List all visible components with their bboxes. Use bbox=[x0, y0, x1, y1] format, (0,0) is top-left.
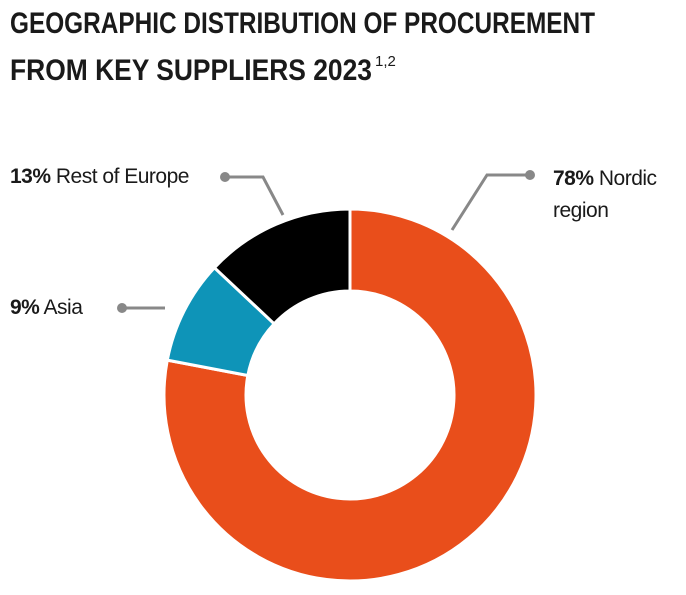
chart-title: FROM KEY SUPPLIERS 2023 bbox=[10, 54, 372, 87]
slice bbox=[162, 207, 538, 583]
leader-dot bbox=[525, 170, 535, 180]
slice-label: 13% Rest of Europe bbox=[10, 161, 189, 193]
value-label: 78% bbox=[553, 167, 594, 190]
leader-dot bbox=[117, 303, 127, 313]
slice-label: 9% Asia bbox=[10, 292, 83, 324]
category-label: Nordic region bbox=[553, 167, 657, 222]
category-label: Rest of Europe bbox=[55, 165, 190, 188]
slice-label: 78% Nordic region bbox=[553, 163, 683, 227]
value-label: 9% bbox=[10, 296, 40, 319]
value-label: 13% bbox=[10, 165, 51, 188]
leader-line bbox=[450, 173, 530, 231]
chart-title: GEOGRAPHIC DISTRIBUTION OF PROCUREMENT bbox=[10, 7, 595, 40]
category-label: Asia bbox=[43, 296, 83, 319]
slice bbox=[212, 207, 352, 326]
title-note: 1,2 bbox=[375, 53, 396, 70]
slices bbox=[162, 207, 538, 583]
leader-dots bbox=[117, 170, 535, 313]
leader-dot bbox=[220, 172, 230, 182]
leader-lines bbox=[122, 173, 530, 310]
leader-line bbox=[225, 175, 285, 216]
